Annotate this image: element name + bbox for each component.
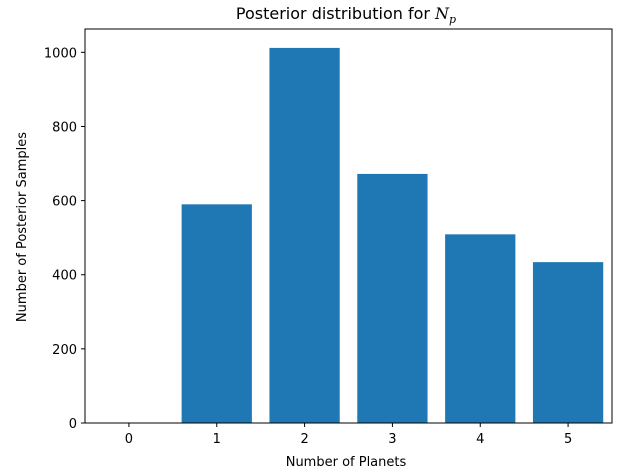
- y-tick-label: 600: [52, 195, 77, 210]
- chart-title: Posterior distribution for Np: [236, 4, 456, 26]
- x-axis-ticks: 0 1 2 3 4 5: [125, 423, 572, 447]
- bar-2: [269, 47, 340, 424]
- bar-3: [357, 173, 428, 423]
- x-tick-label: 0: [125, 432, 133, 447]
- x-tick-label: 4: [476, 432, 484, 447]
- plot-frame: [84, 28, 613, 424]
- y-tick-label: 800: [52, 120, 77, 135]
- x-axis-label: Number of Planets: [286, 455, 407, 470]
- bar-5: [532, 262, 604, 423]
- x-tick-label: 1: [213, 432, 221, 447]
- x-tick-label: 3: [388, 432, 396, 447]
- y-tick-label: 0: [69, 417, 77, 432]
- y-axis-ticks: 0 200 400 600 800 1000: [44, 46, 85, 432]
- x-tick-label: 2: [300, 432, 308, 447]
- bar-1: [181, 204, 252, 423]
- x-tick-label: 5: [564, 432, 572, 447]
- y-axis-label: Number of Posterior Samples: [15, 132, 30, 322]
- y-tick-label: 200: [52, 343, 77, 358]
- bar-4: [445, 234, 516, 423]
- bars-group: [181, 47, 604, 424]
- y-tick-label: 1000: [44, 46, 77, 61]
- y-tick-label: 400: [52, 269, 77, 284]
